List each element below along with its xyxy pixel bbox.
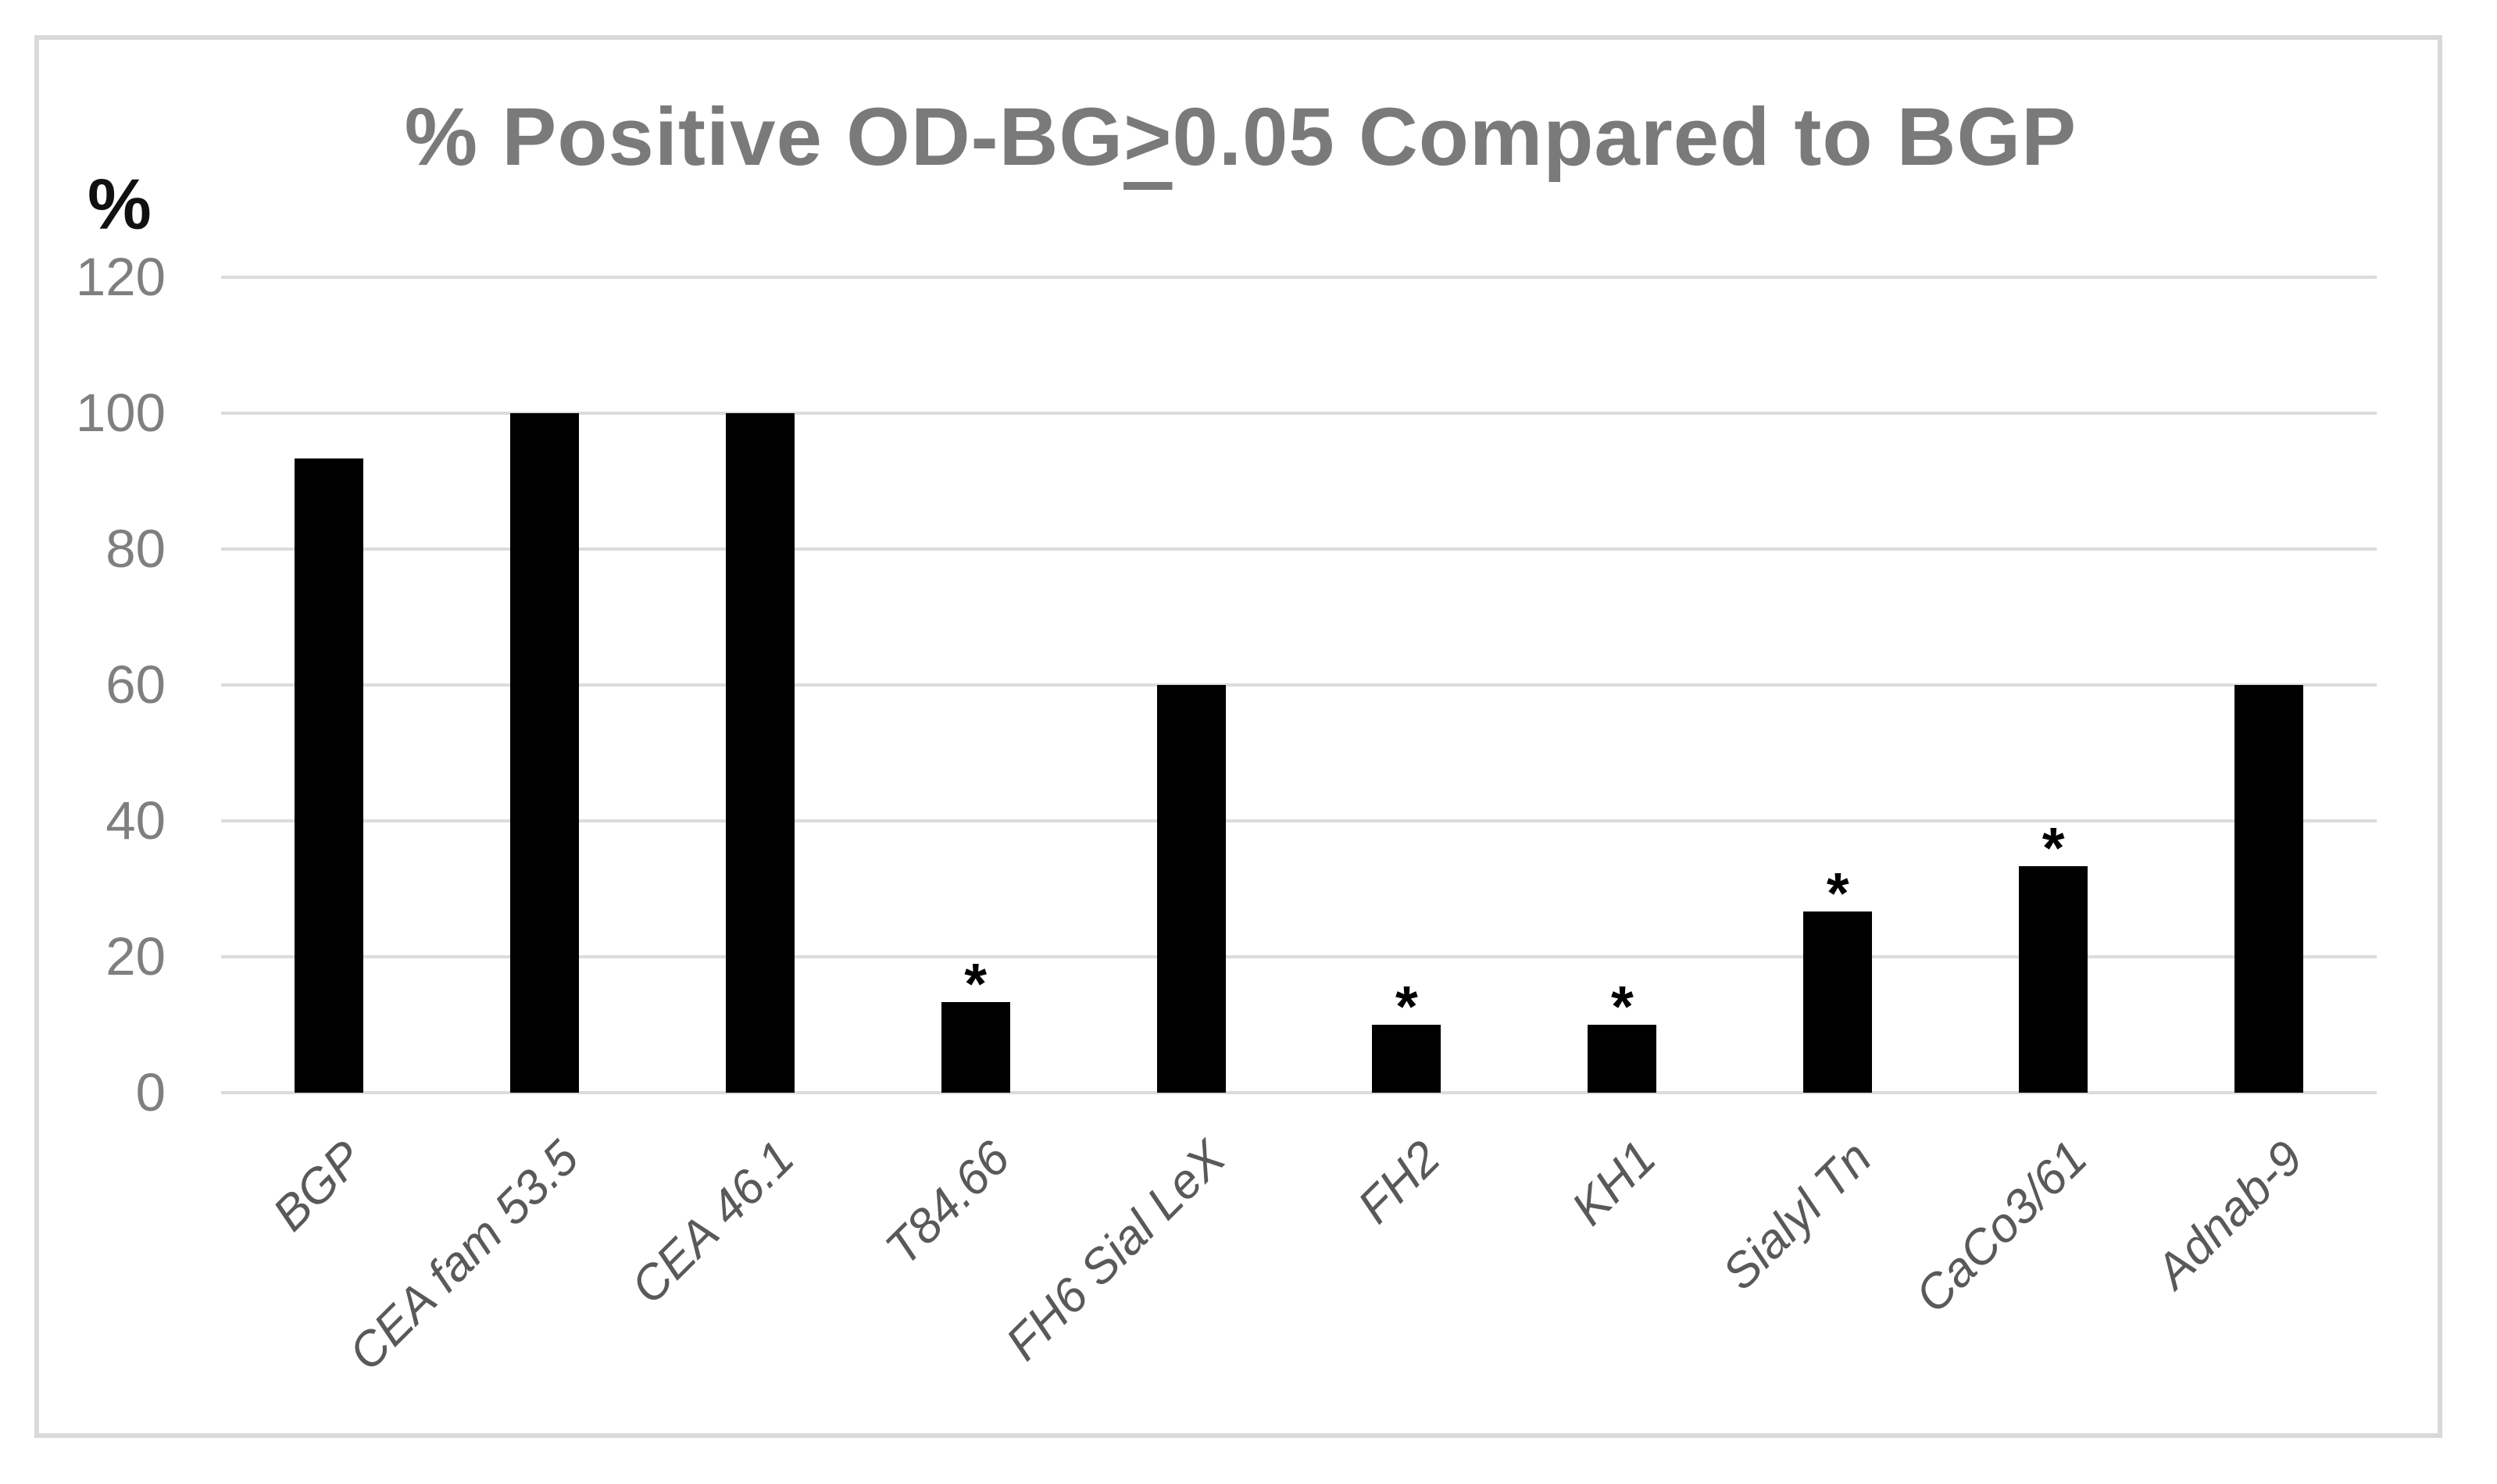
bar-cea-fam-53-5	[510, 413, 579, 1093]
gridline-y-20	[221, 955, 2377, 958]
significance-asterisk-fh2: *	[1395, 974, 1418, 1039]
gridline-y-40	[221, 819, 2377, 822]
y-tick-label-20: 20	[105, 926, 166, 986]
significance-asterisk-kh1: *	[1610, 974, 1634, 1039]
bar-fh2	[1372, 1025, 1441, 1093]
chart-title-prefix: % Positive OD-BG	[404, 91, 1124, 183]
gridline-y-80	[221, 548, 2377, 551]
bar-fh6-sial-lex	[1157, 685, 1226, 1093]
gridline-y-0	[221, 1091, 2377, 1094]
chart-title: % Positive OD-BG>0.05 Compared to BGP	[34, 91, 2447, 184]
gridline-y-60	[221, 683, 2377, 687]
greater-equal-symbol: >	[1123, 91, 1173, 183]
y-tick-label-80: 80	[105, 519, 166, 579]
bar-cea-46-1	[726, 413, 795, 1093]
bar-caco3-61	[2019, 866, 2088, 1093]
significance-asterisk-caco3-61: *	[2042, 815, 2065, 880]
significance-asterisk-sialyl-tn: *	[1826, 861, 1849, 926]
bar-t84-66	[941, 1002, 1010, 1093]
bar-adnab-9	[2234, 685, 2303, 1093]
bar-bgp	[295, 458, 363, 1093]
chart-title-suffix: 0.05 Compared to BGP	[1172, 91, 2077, 183]
figure-border	[34, 35, 2442, 1438]
y-axis-unit-label: %	[88, 165, 152, 244]
gridline-y-120	[221, 276, 2377, 279]
y-tick-label-100: 100	[75, 383, 166, 443]
y-tick-label-0: 0	[135, 1062, 166, 1122]
y-tick-label-60: 60	[105, 655, 166, 715]
bar-sialyl-tn	[1803, 911, 1872, 1093]
bar-kh1	[1588, 1025, 1656, 1093]
y-tick-label-120: 120	[75, 247, 166, 307]
significance-asterisk-t84-66: *	[964, 951, 988, 1016]
gridline-y-100	[221, 412, 2377, 415]
y-tick-label-40: 40	[105, 790, 166, 851]
plot-area: * * * * *	[221, 276, 2377, 1094]
